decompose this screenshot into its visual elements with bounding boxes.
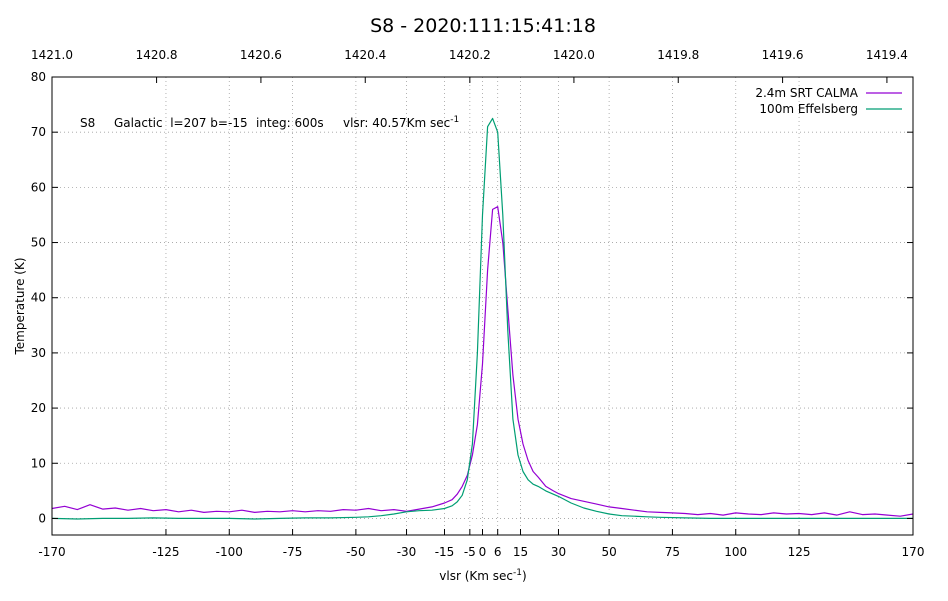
x-tick-label: -15 bbox=[435, 545, 455, 559]
x-tick-label: -5 bbox=[464, 545, 476, 559]
x-tick-label: 30 bbox=[551, 545, 566, 559]
tick-marks bbox=[51, 76, 914, 535]
series-line-effelsberg bbox=[51, 117, 913, 520]
x-tick-label: 100 bbox=[724, 545, 747, 559]
x-axis-label: vlsr (Km sec-1) bbox=[439, 568, 526, 583]
x2-tick-label: 1419.4 bbox=[866, 48, 908, 62]
grid-lines bbox=[52, 77, 913, 535]
x2-tick-label: 1420.8 bbox=[136, 48, 178, 62]
y-tick-label: 10 bbox=[31, 456, 46, 470]
x2-tick-label: 1420.4 bbox=[344, 48, 386, 62]
x-tick-label: 15 bbox=[513, 545, 528, 559]
y-tick-label: 0 bbox=[38, 511, 46, 525]
annotation-coords: Galactic l=207 b=-15 bbox=[114, 116, 248, 130]
x-tick-label: -100 bbox=[216, 545, 243, 559]
x-axis-label-superscript: -1 bbox=[513, 568, 522, 578]
x-tick-label: 170 bbox=[902, 545, 925, 559]
annotation-vlsr: vlsr: 40.57Km sec-1 bbox=[343, 115, 459, 130]
series-line-srt-calma bbox=[51, 206, 914, 517]
annotation-vlsr-text: vlsr: 40.57Km sec bbox=[343, 116, 450, 130]
x2-tick-label: 1420.0 bbox=[553, 48, 595, 62]
x-tick-label: -170 bbox=[38, 545, 65, 559]
tick-labels: -170 -125 -100 -75 -50 -30 -15 -5 0 6 15 30 50 75 100 1… bbox=[31, 48, 925, 559]
x-tick-label: -30 bbox=[397, 545, 417, 559]
y-tick-label: 50 bbox=[31, 236, 46, 250]
y-tick-label: 30 bbox=[31, 346, 46, 360]
x-axis-label-text: vlsr (Km sec bbox=[439, 569, 513, 583]
y-tick-label: 60 bbox=[31, 180, 46, 194]
x2-tick-label: 1420.6 bbox=[240, 48, 282, 62]
legend-label-srt: 2.4m SRT CALMA bbox=[755, 86, 858, 100]
annotation-source: S8 bbox=[80, 116, 95, 130]
x-tick-label: -75 bbox=[283, 545, 303, 559]
annotation-vlsr-superscript: -1 bbox=[450, 115, 459, 125]
x-tick-label: 0 bbox=[479, 545, 487, 559]
annotation-integ: integ: 600s bbox=[256, 116, 324, 130]
y-axis-label: Temperature (K) bbox=[13, 257, 27, 355]
x2-tick-label: 1421.0 bbox=[31, 48, 73, 62]
chart-title: S8 - 2020:111:15:41:18 bbox=[370, 15, 596, 37]
x-tick-label: 75 bbox=[665, 545, 680, 559]
x2-tick-label: 1419.8 bbox=[657, 48, 699, 62]
x2-tick-label: 1419.6 bbox=[762, 48, 804, 62]
series-layer bbox=[51, 117, 914, 520]
x-tick-label: 50 bbox=[601, 545, 616, 559]
x-tick-label: -125 bbox=[152, 545, 179, 559]
x-axis-label-close: ) bbox=[522, 569, 527, 583]
y-tick-label: 80 bbox=[31, 70, 46, 84]
x-tick-label: -50 bbox=[346, 545, 366, 559]
y-tick-label: 70 bbox=[31, 125, 46, 139]
x-tick-label: 6 bbox=[494, 545, 502, 559]
y-tick-label: 20 bbox=[31, 401, 46, 415]
info-annotation: S8 Galactic l=207 b=-15 integ: 600s vlsr… bbox=[80, 115, 459, 130]
x-tick-label: 125 bbox=[788, 545, 811, 559]
x2-tick-label: 1420.2 bbox=[449, 48, 491, 62]
legend: 2.4m SRT CALMA 100m Effelsberg bbox=[755, 86, 902, 116]
y-tick-label: 40 bbox=[31, 291, 46, 305]
legend-label-effelsberg: 100m Effelsberg bbox=[759, 102, 858, 116]
